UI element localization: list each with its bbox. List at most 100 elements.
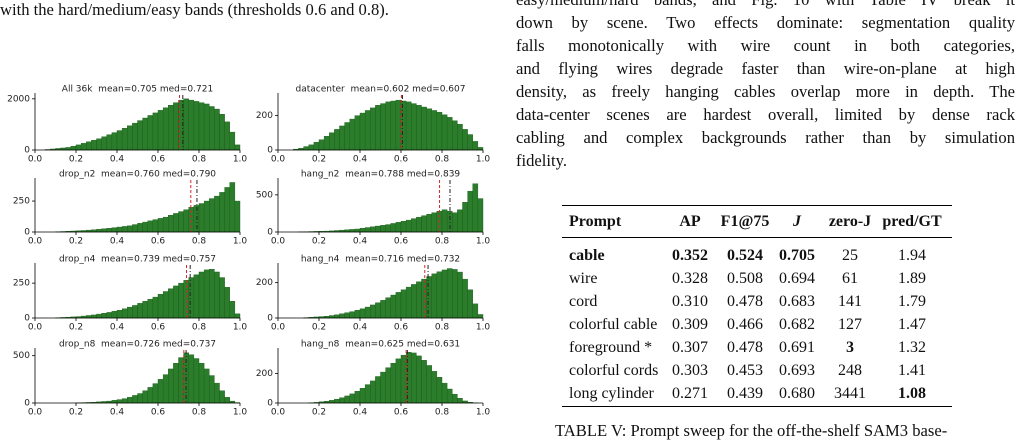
- bar: [390, 223, 397, 233]
- x-tick-label: 0.0: [28, 408, 43, 418]
- paragraph-line: down by scene. Two effects dominate: seg…: [516, 13, 1015, 32]
- bar: [364, 384, 371, 404]
- x-tick-label: 0.4: [353, 155, 368, 165]
- x-tick-label: 0.0: [28, 323, 43, 333]
- bar: [477, 198, 484, 233]
- x-tick-label: 0.0: [271, 408, 286, 418]
- bar: [188, 99, 195, 151]
- bar: [426, 365, 432, 404]
- bar: [375, 105, 381, 151]
- bar: [162, 291, 169, 319]
- bar: [162, 107, 169, 151]
- bar: [132, 305, 138, 319]
- bar: [209, 375, 215, 404]
- bar: [214, 271, 220, 319]
- y-tick-label: 500: [256, 190, 273, 200]
- x-tick-label: 1.0: [476, 408, 491, 418]
- bar: [188, 277, 195, 319]
- bar: [431, 212, 438, 233]
- bar: [344, 312, 350, 319]
- bar: [441, 209, 448, 233]
- table-header: zero-J: [828, 213, 872, 230]
- bar: [75, 144, 82, 151]
- bar: [183, 209, 189, 233]
- table-cell: 0.680: [779, 385, 815, 402]
- bar: [183, 98, 189, 151]
- table-rule: [562, 237, 952, 238]
- bar: [214, 195, 220, 233]
- y-tick-label: 0: [24, 146, 30, 156]
- bar: [380, 225, 386, 233]
- bar: [308, 144, 315, 151]
- bar: [198, 102, 205, 151]
- bar: [421, 106, 427, 151]
- bar: [385, 367, 391, 404]
- bar: [229, 182, 236, 233]
- bar: [178, 282, 184, 319]
- x-tick-label: 0.8: [192, 237, 207, 247]
- x-tick-label: 0.4: [110, 237, 125, 247]
- bar: [364, 306, 371, 319]
- bar: [390, 100, 397, 151]
- bar: [147, 387, 154, 404]
- bar: [416, 216, 422, 233]
- paragraph-line: falls monotonically with wire count in b…: [516, 36, 1015, 55]
- table-cell: 0.478: [727, 293, 763, 310]
- bar: [193, 274, 200, 319]
- table-cell: 1.94: [898, 247, 926, 264]
- y-tick-label: 200: [256, 369, 273, 379]
- bar: [323, 136, 330, 151]
- bar: [395, 99, 402, 151]
- bar: [193, 358, 200, 404]
- bar: [137, 303, 143, 319]
- x-tick-label: 0.6: [394, 408, 409, 418]
- bar: [457, 209, 463, 233]
- chart-title: drop_n2 mean=0.760 med=0.790: [59, 170, 216, 180]
- bar: [329, 132, 335, 151]
- bar: [390, 363, 397, 404]
- table-cell: cord: [569, 293, 598, 310]
- table-header: AP: [679, 213, 701, 230]
- bar: [446, 268, 453, 319]
- bar: [198, 203, 205, 233]
- body-text: with the hard/medium/easy bands (thresho…: [0, 0, 389, 19]
- table-header: Prompt: [569, 213, 622, 230]
- bar: [370, 226, 376, 233]
- y-tick-label: 0: [24, 314, 30, 324]
- paragraph-line: and flying wires degrade faster than wir…: [516, 59, 1015, 78]
- bar: [173, 213, 179, 233]
- bar: [209, 198, 215, 233]
- y-tick-label: 250: [13, 197, 30, 207]
- bar: [395, 358, 402, 404]
- x-tick-label: 0.4: [110, 408, 125, 418]
- y-tick-label: 250: [13, 279, 30, 289]
- bar: [157, 110, 164, 151]
- bar: [375, 302, 381, 319]
- table-cell: 1.41: [898, 362, 926, 379]
- bar: [457, 271, 463, 319]
- x-tick-label: 0.4: [353, 323, 368, 333]
- bar: [80, 143, 87, 151]
- paragraph-line: density, as freely hanging cables overla…: [516, 82, 1015, 101]
- bar: [431, 110, 438, 151]
- y-tick-label: 200: [256, 111, 273, 121]
- bar: [178, 211, 184, 233]
- bar: [375, 376, 381, 404]
- bar: [203, 368, 210, 404]
- bar: [121, 128, 128, 151]
- table-cell: 1.08: [898, 385, 926, 402]
- x-tick-label: 0.6: [151, 408, 166, 418]
- bar: [101, 228, 107, 233]
- bar: [96, 229, 102, 233]
- x-tick-label: 0.0: [271, 323, 286, 333]
- x-tick-label: 1.0: [476, 155, 491, 165]
- bar: [421, 215, 427, 233]
- bar: [400, 289, 407, 319]
- bar: [101, 313, 107, 319]
- bar: [380, 300, 386, 319]
- bar: [462, 129, 468, 151]
- bar: [152, 112, 159, 151]
- bar: [380, 371, 386, 404]
- table-cell: 1.47: [898, 316, 926, 333]
- y-tick-label: 2000: [7, 94, 30, 104]
